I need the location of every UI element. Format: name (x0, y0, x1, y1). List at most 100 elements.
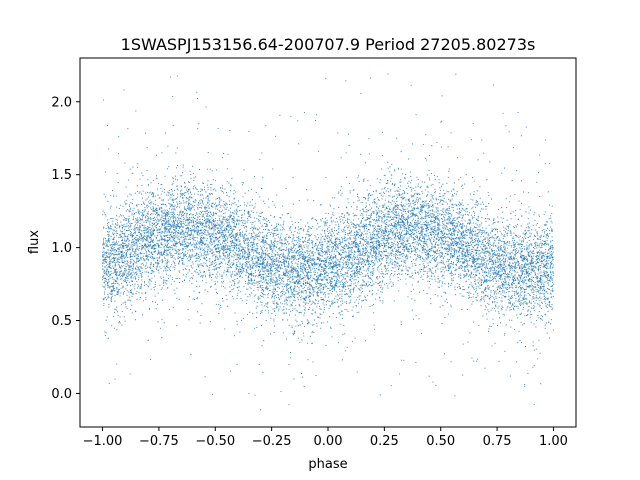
data-point (348, 252, 350, 254)
data-point (156, 242, 158, 244)
data-point (436, 208, 438, 210)
data-point (261, 311, 263, 313)
data-point (178, 213, 180, 215)
data-point (508, 244, 510, 246)
data-point (198, 123, 200, 125)
data-point (409, 276, 411, 278)
data-point (500, 249, 502, 251)
data-point (147, 196, 149, 198)
data-point (103, 286, 105, 288)
data-point (347, 261, 349, 263)
data-point (418, 227, 420, 229)
data-point (145, 262, 147, 264)
data-point (431, 243, 433, 245)
data-point (305, 259, 307, 261)
data-point (461, 220, 463, 222)
data-point (341, 261, 343, 263)
data-point (440, 246, 442, 248)
data-point (155, 308, 157, 310)
data-point (139, 296, 141, 298)
data-point (130, 300, 132, 302)
data-point (164, 243, 166, 245)
data-point (376, 246, 378, 248)
data-point (402, 206, 404, 208)
data-point (547, 265, 549, 267)
data-point (103, 247, 105, 249)
data-point (531, 298, 533, 300)
data-point (525, 126, 527, 128)
data-point (311, 252, 313, 254)
data-point (214, 283, 216, 285)
data-point (328, 236, 330, 238)
data-point (276, 233, 278, 235)
data-point (193, 186, 195, 188)
data-point (108, 271, 110, 273)
data-point (235, 244, 237, 246)
data-point (486, 237, 488, 239)
data-point (114, 308, 116, 310)
data-point (212, 206, 214, 208)
data-point (434, 192, 436, 194)
data-point (342, 256, 344, 258)
data-point (256, 244, 258, 246)
data-point (169, 238, 171, 240)
data-point (170, 206, 172, 208)
data-point (320, 273, 322, 275)
data-point (142, 190, 144, 192)
data-point (147, 255, 149, 257)
data-point (381, 210, 383, 212)
data-point (349, 244, 351, 246)
data-point (242, 220, 244, 222)
data-point (223, 250, 224, 252)
data-point (220, 211, 222, 213)
data-point (395, 253, 397, 255)
data-point (152, 230, 154, 232)
data-point (171, 226, 173, 228)
data-point (450, 266, 452, 268)
data-point (144, 265, 146, 267)
data-point (247, 267, 249, 269)
data-point (130, 234, 132, 236)
data-point (158, 246, 160, 248)
data-point (262, 372, 264, 374)
data-point (518, 279, 520, 281)
data-point (362, 251, 364, 253)
data-point (194, 271, 196, 273)
data-point (442, 228, 444, 230)
data-point (262, 287, 264, 289)
data-point (115, 262, 117, 264)
data-point (265, 239, 267, 241)
data-point (458, 285, 460, 287)
data-point (200, 190, 202, 192)
data-point (186, 246, 188, 248)
data-point (417, 281, 419, 283)
data-point (392, 231, 394, 233)
data-point (123, 243, 125, 245)
data-point (498, 277, 500, 279)
data-point (176, 232, 178, 234)
data-point (548, 275, 550, 277)
data-point (446, 236, 448, 238)
data-point (511, 286, 513, 288)
data-point (384, 222, 386, 224)
data-point (452, 218, 454, 220)
data-point (226, 239, 228, 241)
data-point (507, 227, 509, 229)
data-point (463, 295, 465, 297)
data-point (426, 225, 428, 227)
data-point (209, 193, 211, 195)
data-point (225, 208, 227, 210)
data-point (200, 221, 202, 223)
data-point (253, 242, 255, 244)
data-point (332, 246, 334, 248)
data-point (312, 244, 314, 246)
data-point (285, 250, 287, 252)
data-point (291, 241, 293, 243)
data-point (146, 243, 148, 245)
data-point (108, 249, 110, 251)
data-point (135, 257, 137, 259)
data-point (539, 282, 541, 284)
data-point (223, 247, 225, 249)
data-point (423, 233, 425, 235)
data-point (485, 286, 487, 288)
